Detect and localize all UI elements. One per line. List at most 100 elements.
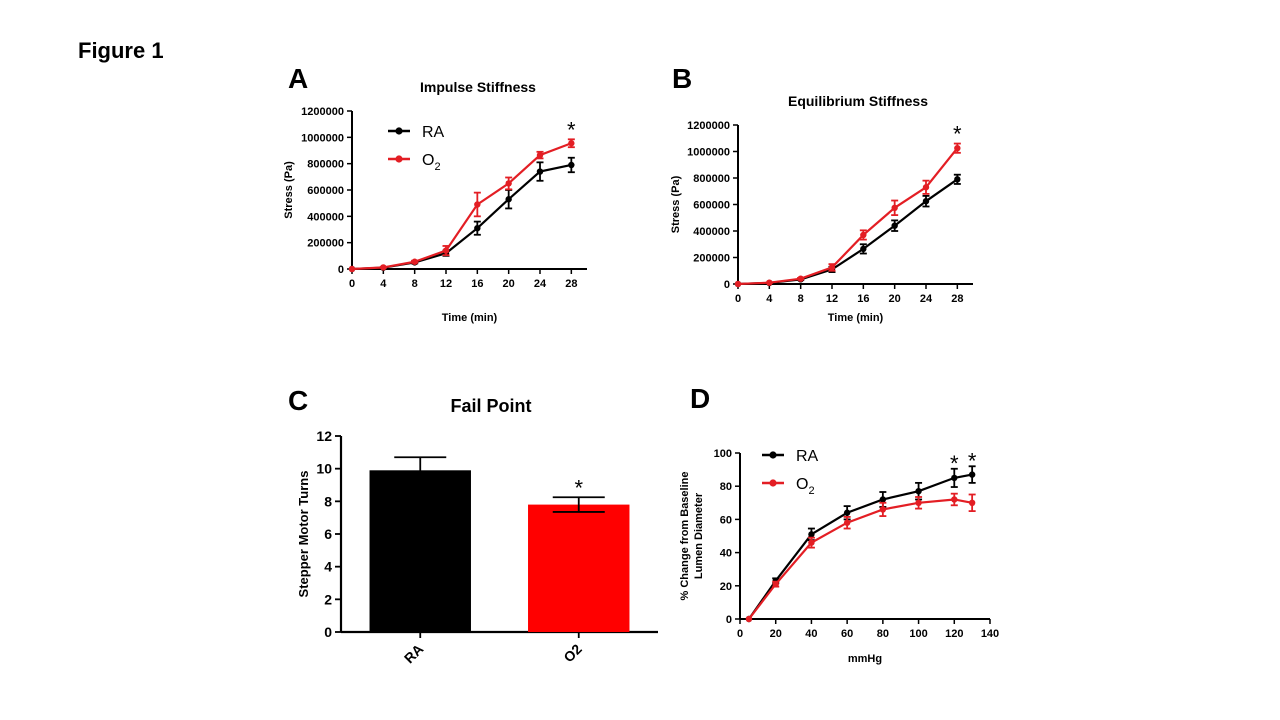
panel-b-significance-star: * (953, 122, 962, 147)
panel-d-x-tick-label: 0 (737, 628, 743, 640)
panel-d-series-o2-point (968, 499, 976, 506)
panel-d-y-axis-label-line: Lumen Diameter (693, 492, 705, 579)
panel-b-y-tick-label: 1200000 (687, 120, 730, 132)
panel-a-series-ra-point (536, 168, 544, 175)
panel-d-x-tick-label: 80 (877, 628, 889, 640)
panel-d-panel-letter: D (690, 383, 710, 414)
panel-d-y-tick-label: 60 (720, 514, 732, 526)
panel-a-legend-label-subscript: 2 (434, 161, 440, 173)
panel-d-legend: RA O2 (762, 448, 819, 497)
panel-a-x-tick-label: 0 (349, 278, 355, 290)
panel-a-series-o2-point (442, 247, 450, 254)
panel-a-legend: RA O2 (388, 124, 445, 173)
panel-c-bar-ra (369, 470, 471, 632)
panel-d-legend-swatch-marker (769, 451, 777, 459)
panel-c-y-tick-label: 8 (324, 493, 332, 509)
panel-a-x-tick-label: 16 (471, 278, 483, 290)
panel-d-series-o2-point (879, 506, 887, 513)
panel-d-significance-star: * (950, 451, 959, 476)
panel-c-y-tick-label: 0 (324, 624, 332, 640)
panel-b-x-tick-label: 20 (889, 293, 901, 305)
panel-c-panel-letter: C (288, 385, 308, 416)
panel-b-y-tick-label: 0 (724, 279, 730, 291)
panel-d-y-tick-label: 80 (720, 481, 732, 493)
panel-a-x-tick-label: 12 (440, 278, 452, 290)
panel-b-y-tick-label: 400000 (693, 226, 730, 238)
panel-d-y-axis-label-line: % Change from Baseline (679, 472, 691, 601)
panel-d-significance-star: * (968, 448, 977, 473)
panel-a-x-axis-label: Time (min) (442, 312, 498, 324)
panel-b-x-tick-label: 16 (857, 293, 869, 305)
panel-b-x-tick-label: 12 (826, 293, 838, 305)
panel-d-series-ra-point (915, 487, 922, 495)
panel-a-series-o2-point (348, 265, 356, 273)
panel-c-y-tick-label: 4 (324, 559, 332, 575)
panel-d-legend-label-o2: O2 (796, 476, 815, 497)
panel-b-series-o2-point (797, 275, 804, 282)
panel-c-group: C Fail Point 0 2 4 6 8 10 12 Stepper Motor Turns R… (288, 385, 658, 666)
panel-a-legend-label-o: O (422, 152, 434, 169)
panel-d-x-tick-label: 120 (945, 628, 963, 640)
panel-b-y-tick-label: 200000 (693, 253, 730, 265)
panel-d-series-o2-point (745, 615, 753, 623)
panel-b-x-tick-label: 4 (766, 293, 773, 305)
panel-b-series-o2-point (891, 204, 898, 212)
panel-d-series-ra-point (808, 531, 815, 538)
panel-b-x-tick-label: 28 (951, 293, 963, 305)
panel-d-y-tick-label: 40 (720, 548, 732, 560)
panel-a-x-tick-label: 20 (503, 278, 515, 290)
panel-b-series-ra-point (922, 197, 930, 205)
panel-d-series-ra-point (879, 496, 887, 503)
panel-a-y-tick-label: 1000000 (301, 132, 344, 144)
panel-b-series-o2-point (734, 280, 742, 288)
panel-a-series-o2-point (536, 151, 544, 159)
panel-a-x-tick-label: 8 (412, 278, 418, 290)
panel-d-x-tick-label: 100 (909, 628, 927, 640)
panel-c-significance-star: * (574, 475, 583, 500)
panel-b-y-tick-label: 1000000 (687, 147, 730, 159)
panel-a-x-tick-label: 4 (380, 278, 387, 290)
panel-a-series-o2-line (351, 142, 572, 271)
panel-c-y-tick-label: 6 (324, 526, 332, 542)
panel-b-y-tick-label: 600000 (693, 200, 730, 212)
panel-d-legend-label-o: O (796, 476, 808, 493)
panel-a-y-tick-label: 200000 (307, 238, 344, 250)
panel-d-series-o2-point (915, 499, 922, 506)
panel-d-series-ra-point (843, 509, 851, 516)
panel-b-series-o2-point (860, 231, 867, 239)
panel-c-x-tick-label: RA (401, 641, 427, 667)
panel-c-y-axis-label: Stepper Motor Turns (296, 471, 311, 598)
panel-b-group: B Equilibrium Stiffness 0 200000 400000 60000… (670, 63, 973, 324)
panel-a-y-tick-label: 600000 (307, 185, 344, 197)
panel-c-title: Fail Point (451, 396, 532, 416)
panel-b-series-o2-line (737, 147, 959, 286)
panel-b-y-axis-label: Stress (Pa) (670, 175, 682, 233)
panel-a-legend-label-o2: O2 (422, 152, 441, 173)
panel-b-panel-letter: B (672, 63, 692, 94)
panel-c-y-tick-label: 10 (316, 461, 332, 477)
panel-a-panel-letter: A (288, 63, 308, 94)
panel-b-y-tick-label: 800000 (693, 173, 730, 185)
panel-b-series-ra-point (891, 222, 898, 229)
panel-b-x-axis-label: Time (min) (828, 312, 884, 324)
panel-d-y-tick-label: 100 (714, 448, 732, 460)
panel-d-legend-label-ra: RA (796, 448, 819, 465)
panel-a-series-o2-point (411, 258, 418, 265)
panel-a-y-axis-label: Stress (Pa) (283, 161, 295, 219)
panel-a-legend-swatch-marker (395, 127, 403, 135)
panel-d-legend-swatch-marker (769, 479, 777, 487)
panel-a-legend-label-ra: RA (422, 124, 445, 141)
panel-b-series-o2-point (954, 144, 961, 152)
panel-a-significance-star: * (567, 117, 576, 142)
panel-c-y-tick-label: 12 (316, 428, 332, 444)
panel-a-x-tick-label: 28 (565, 278, 577, 290)
panel-b-series-o2-point (922, 184, 930, 191)
panel-d-y-tick-label: 0 (726, 614, 732, 626)
panel-a-y-tick-label: 0 (338, 264, 344, 276)
panel-d-y-axis-label: % Change from Baseline Lumen Diameter (679, 472, 705, 601)
panel-b-x-tick-label: 24 (920, 293, 933, 305)
figure-label: Figure 1 (78, 38, 164, 63)
panel-d-y-tick-label: 20 (720, 581, 732, 593)
panel-b-series-o2-point (828, 264, 836, 271)
